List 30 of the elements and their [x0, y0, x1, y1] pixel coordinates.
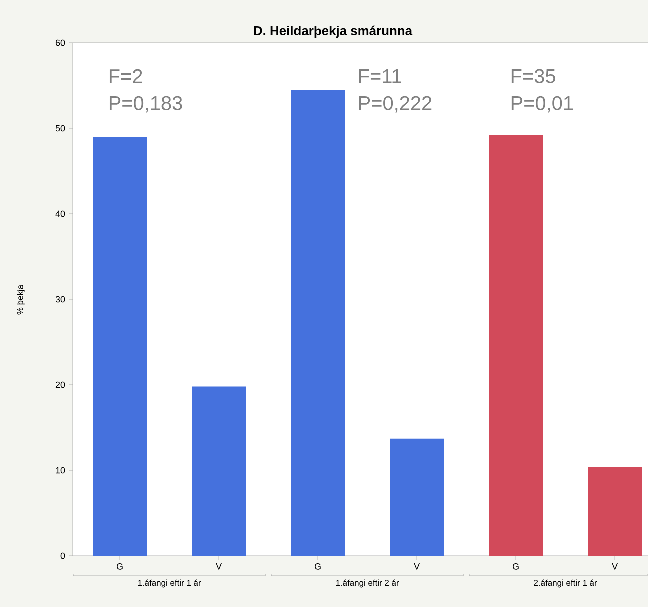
- bar: [291, 90, 346, 556]
- y-axis-title: % þekja: [17, 284, 25, 315]
- y-tick-label: 10: [56, 467, 66, 474]
- y-tick-label: 40: [56, 210, 66, 218]
- bar: [192, 386, 246, 556]
- annotation: F=11: [359, 69, 402, 84]
- annotation: P=0,01: [512, 96, 574, 113]
- text: 1.áfangi eftir 1 ár: [138, 580, 202, 588]
- x-tick-label: V: [612, 564, 618, 570]
- x-tick-label: G: [315, 564, 321, 570]
- y-tick-label: 50: [56, 125, 66, 132]
- annotation: F=2: [110, 69, 142, 84]
- x-tick-label: V: [414, 564, 420, 570]
- x-tick-label: G: [116, 564, 123, 570]
- text: 2.áfangi eftir 1 ár: [534, 580, 598, 588]
- text: 1.áfangi eftir 2 ár: [336, 580, 400, 588]
- bar: [489, 135, 544, 556]
- y-tick-label: 20: [56, 382, 66, 388]
- annotation: F=35: [512, 69, 556, 84]
- annotation: P=0,222: [359, 96, 432, 113]
- bar: [93, 137, 148, 556]
- bar: [588, 467, 642, 556]
- y-tick-label: 0: [60, 552, 66, 560]
- y-tick-label: 60: [56, 40, 66, 46]
- chart-title: D. Heildarþekja smárunna: [254, 26, 413, 38]
- y-tick-label: 30: [56, 296, 66, 303]
- x-tick-label: G: [513, 564, 519, 570]
- bar: [390, 438, 444, 556]
- x-tick-label: V: [216, 564, 222, 570]
- annotation: P=0,183: [110, 96, 182, 113]
